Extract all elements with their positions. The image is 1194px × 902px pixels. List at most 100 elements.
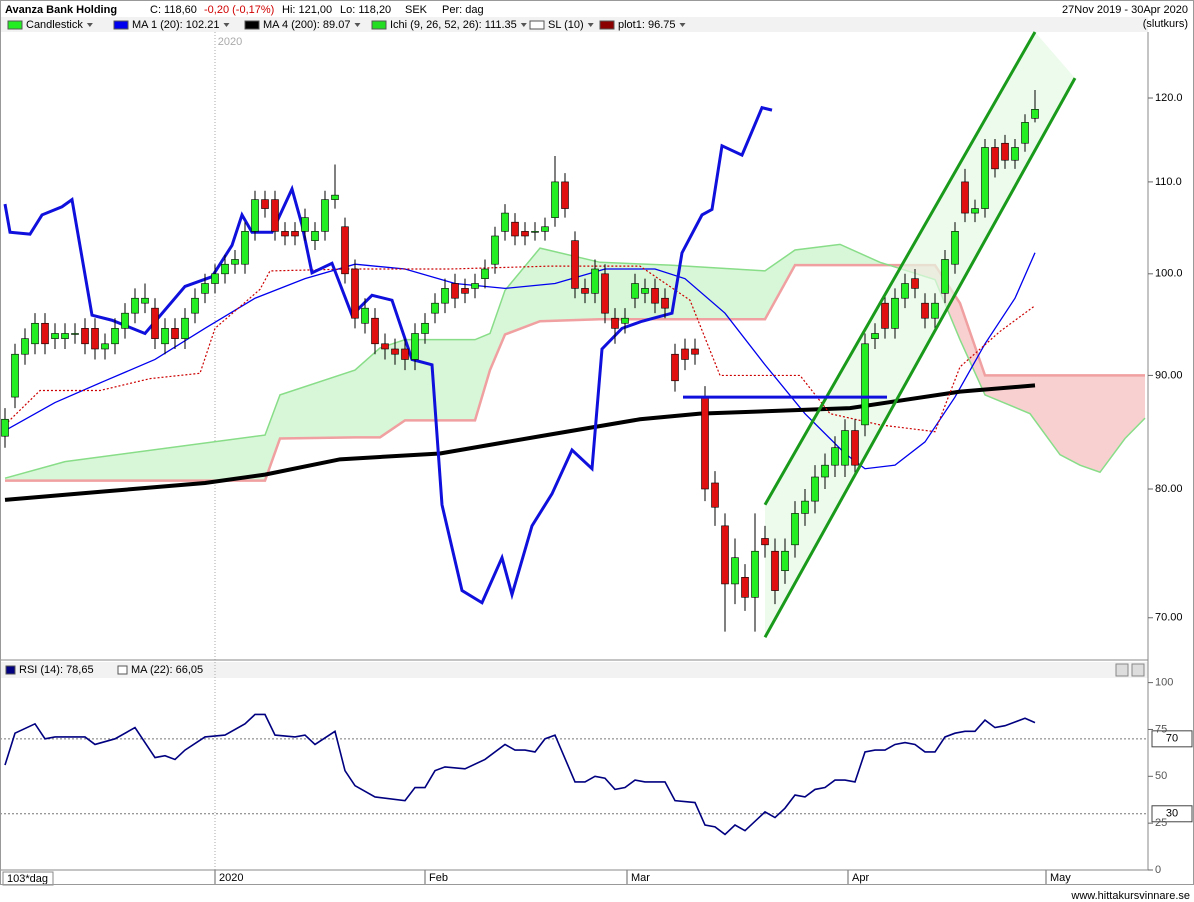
candle-body — [581, 288, 589, 294]
cloud-span-a — [4, 243, 1146, 479]
candle-body — [171, 328, 179, 339]
reference-box — [1151, 730, 1193, 748]
candle-body — [351, 268, 359, 319]
candle-body — [991, 147, 999, 170]
candle-body — [71, 333, 79, 335]
legend-label: plot1: 96.75 — [618, 19, 676, 31]
series-line — [4, 252, 1036, 470]
legend-label: MA 4 (200): 89.07 — [263, 19, 350, 31]
x-tick-label: May — [1050, 872, 1071, 884]
candle-body — [681, 348, 689, 360]
candle-body — [641, 288, 649, 294]
y-tick-label: 110.0 — [1155, 176, 1182, 188]
high: Hi: 121,00 — [282, 4, 332, 16]
y-tick-label: 75 — [1155, 723, 1167, 735]
candle-body — [571, 240, 579, 289]
candle-body — [391, 348, 399, 355]
candle-body — [931, 302, 939, 319]
legend-swatch — [117, 665, 128, 675]
legend-swatch — [5, 665, 16, 675]
candle-body — [951, 231, 959, 265]
icon-button[interactable] — [1131, 663, 1145, 677]
series-line — [3, 105, 773, 605]
candle-body — [501, 212, 509, 232]
cloud-fill — [1030, 375, 1060, 455]
candle-body — [811, 476, 819, 502]
candle-body — [61, 333, 69, 339]
rsi-panel: RSI (14): 78,65 MA (22): 66,05 70 30 0 25 50 75… — [0, 664, 1193, 876]
candle-body — [151, 307, 159, 339]
candle-body — [921, 302, 929, 319]
candle-body — [1031, 109, 1039, 119]
cloud-fill — [960, 303, 985, 395]
candle-body — [241, 231, 249, 265]
rsi-line — [4, 713, 1036, 836]
candle-body — [31, 322, 39, 345]
candle-body — [81, 328, 89, 345]
legend-label: SL (10) — [548, 19, 584, 31]
y-tick-label: 90.00 — [1155, 369, 1183, 381]
candle-body — [611, 317, 619, 329]
cloud-fill — [505, 248, 540, 335]
candle-body — [381, 343, 389, 350]
candle-body — [831, 447, 839, 466]
period: Per: dag — [442, 4, 484, 16]
reference-box — [1151, 805, 1193, 823]
cloud-fill — [475, 333, 490, 421]
candle-body — [561, 181, 569, 209]
icon-button[interactable] — [1115, 663, 1129, 677]
candle-body — [851, 430, 859, 466]
candle-body — [881, 302, 889, 329]
legend-arrow — [86, 23, 93, 27]
candle-body — [121, 312, 129, 329]
cloud-fill — [1100, 375, 1125, 473]
candle-body — [491, 235, 499, 265]
candle-body — [321, 199, 329, 232]
candle-body — [791, 513, 799, 546]
candle-body — [101, 343, 109, 350]
legend-label: RSI (14): 78,65 — [19, 664, 94, 676]
candle-body — [731, 557, 739, 585]
cloud-fill — [765, 250, 795, 320]
candle-body — [741, 576, 749, 598]
year-marker: 2020 — [218, 36, 242, 48]
legend-swatch — [244, 20, 260, 30]
candle-body — [751, 550, 759, 598]
y-tick-label: 70.00 — [1155, 612, 1183, 624]
legend-label: MA 1 (20): 102.21 — [132, 19, 219, 31]
close: C: 118,60 — [150, 4, 197, 16]
candle-body — [181, 317, 189, 339]
rsi-legend-bar — [0, 662, 1148, 678]
candle-body — [371, 317, 379, 345]
candle-body — [51, 333, 59, 339]
x-tick-label: Apr — [852, 872, 869, 884]
cloud-fill — [795, 244, 840, 266]
candle-body — [401, 348, 409, 360]
candle-body — [211, 273, 219, 284]
legend-label: MA (22): 66,05 — [131, 664, 203, 676]
candle-body — [701, 396, 709, 490]
legend-arrow — [223, 23, 230, 27]
candle-body — [451, 283, 459, 299]
x-tick-label: Feb — [429, 872, 448, 884]
candle-body — [631, 283, 639, 299]
price-panel: 2020 Feb Mar Apr May 70.00 80.00 90.00 100.0 110.… — [0, 31, 1183, 884]
candle-body — [821, 464, 829, 478]
candle-body — [521, 231, 529, 237]
candle-body — [911, 278, 919, 289]
legend-swatch — [599, 20, 615, 30]
x-tick-label: 2020 — [219, 872, 243, 884]
y-tick-label: 0 — [1155, 864, 1161, 876]
cloud-fill — [405, 339, 475, 421]
reference-label: 30 — [1166, 808, 1178, 820]
candle-body — [691, 348, 699, 355]
candle-body — [481, 268, 489, 279]
legend-swatch — [371, 20, 387, 30]
candle-body — [981, 147, 989, 209]
candle-body — [1001, 142, 1009, 161]
candle-body — [661, 297, 669, 309]
candle-body — [1011, 147, 1019, 161]
legend-arrow — [679, 23, 686, 27]
currency: SEK — [405, 4, 428, 16]
